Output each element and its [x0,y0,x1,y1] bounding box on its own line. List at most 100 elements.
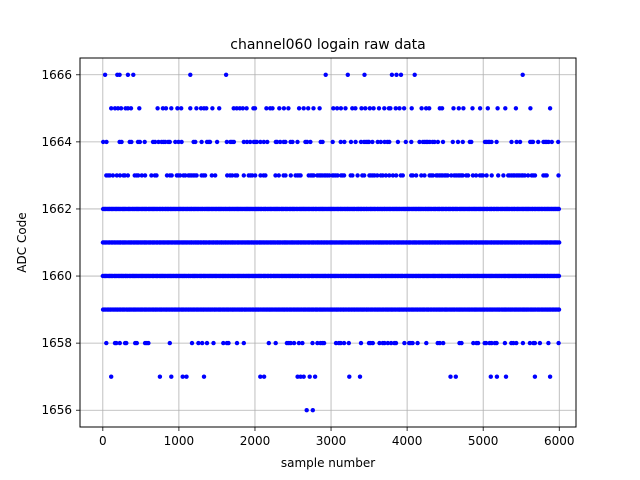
data-point [156,139,161,145]
data-point [460,173,465,178]
data-point [488,374,493,379]
data-point [402,340,407,346]
data-point [125,173,131,178]
data-point [415,340,420,346]
data-point [308,139,313,145]
data-point [502,340,508,346]
data-point [117,72,122,78]
data-point [107,173,113,178]
data-point [163,106,169,111]
data-point [306,106,311,111]
data-point [451,106,456,111]
data-point [286,106,291,111]
data-point [556,340,561,346]
data-point [169,173,174,178]
data-point [383,173,389,178]
data-point [390,173,396,178]
data-point [556,206,562,212]
data-point [264,106,269,111]
data-point [194,106,199,111]
data-point [139,173,144,178]
data-point [114,173,120,178]
data-point [214,139,220,145]
data-point [367,106,372,111]
data-point [223,72,229,78]
data-point [544,173,549,178]
data-point [362,72,367,78]
data-point [485,106,490,111]
data-point [547,106,553,111]
data-point [137,106,142,111]
data-point [495,106,500,111]
data-point [380,173,385,178]
data-point [124,340,129,346]
data-point [125,106,131,111]
data-point [528,106,533,111]
data-point [114,340,119,346]
data-point [456,106,461,111]
data-point [211,340,216,346]
data-point [226,340,231,346]
data-point [525,173,531,178]
data-point [321,340,327,346]
data-point [241,173,246,178]
data-point [142,139,147,145]
data-point [469,139,474,145]
data-point [169,106,174,111]
data-point [393,106,398,111]
x-tick-label: 3000 [316,434,347,448]
data-point [207,139,213,145]
data-point [323,72,328,78]
data-point [453,374,458,379]
data-point [432,139,437,145]
data-point [419,106,424,111]
data-point [146,340,151,346]
data-point [532,340,538,346]
data-point [183,173,188,178]
data-points [100,72,562,413]
data-point [358,139,364,145]
data-point [358,340,364,346]
data-point [387,173,392,178]
data-point [204,340,210,346]
data-point [483,340,489,346]
y-tick-label: 1656 [41,403,72,417]
data-point [494,340,499,346]
data-point [470,173,476,178]
data-point [283,139,288,145]
data-point [382,340,387,346]
data-point [296,106,302,111]
data-point [556,273,562,279]
data-point [494,139,499,145]
x-tick-label: 4000 [392,434,423,448]
data-point [435,139,441,145]
data-point [410,173,415,178]
data-point [347,374,352,379]
data-point [240,106,245,111]
data-point [556,173,561,178]
data-point [427,106,432,111]
data-point [382,106,387,111]
data-point [300,340,305,346]
y-axis-label: ADC Code [15,212,29,272]
data-point [298,173,303,178]
data-point [241,340,246,346]
data-point [258,374,263,379]
data-point [556,139,561,145]
data-point [128,106,134,111]
data-point [513,106,519,111]
data-point [311,106,316,111]
data-point [301,106,306,111]
data-point [224,139,229,145]
data-point [278,139,283,145]
data-point [234,173,240,178]
data-point [109,106,114,111]
data-point [341,340,347,346]
data-point [527,340,533,346]
data-point [179,106,184,111]
x-tick-label: 6000 [544,434,575,448]
data-point [188,72,193,78]
data-point [437,340,442,346]
data-point [370,139,375,145]
data-point [199,139,204,145]
